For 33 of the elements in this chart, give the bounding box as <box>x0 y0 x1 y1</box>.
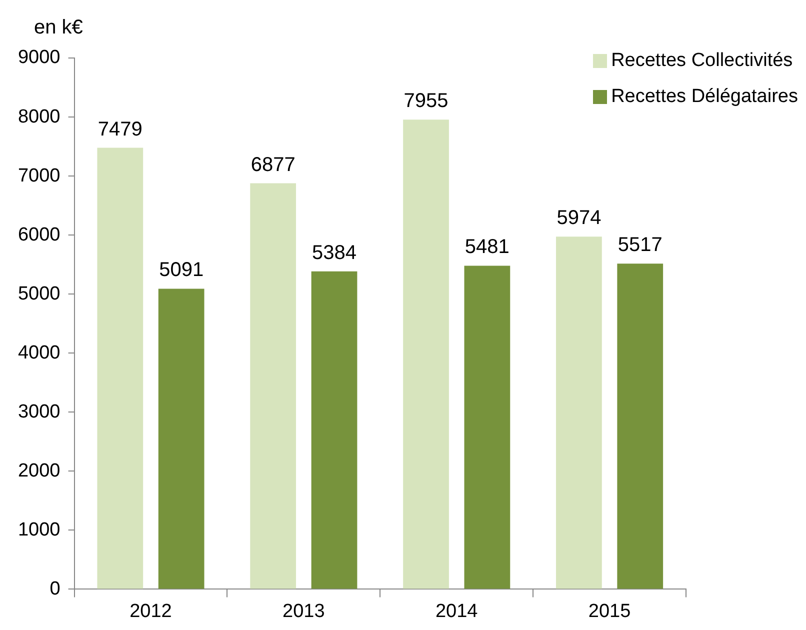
data-label: 5091 <box>159 259 204 282</box>
y-tick-label: 9000 <box>18 47 60 68</box>
legend-label: Recettes Délégataires <box>611 86 798 108</box>
data-label: 6877 <box>250 154 296 176</box>
bar <box>250 183 296 589</box>
y-tick-label: 7000 <box>18 165 60 186</box>
bar <box>617 264 664 589</box>
bar <box>158 288 204 589</box>
x-tick-label: 2014 <box>435 600 478 622</box>
y-tick-label: 1000 <box>18 519 60 540</box>
bar <box>464 266 510 589</box>
y-tick-label: 0 <box>50 578 60 600</box>
data-label: 5384 <box>312 242 357 264</box>
data-label: 5481 <box>464 236 510 258</box>
x-tick-label: 2013 <box>282 600 325 622</box>
y-tick-label: 5000 <box>18 283 60 304</box>
bar <box>311 271 358 589</box>
legend-label: Recettes Collectivités <box>611 50 793 72</box>
bar <box>403 120 449 589</box>
y-axis-title: en k€ <box>34 16 83 39</box>
y-tick-label: 3000 <box>18 401 60 422</box>
x-tick-label: 2015 <box>588 600 631 622</box>
data-label: 7479 <box>98 118 142 140</box>
y-tick-label: 2000 <box>18 460 60 482</box>
y-tick-label: 6000 <box>18 224 60 246</box>
x-tick-label: 2012 <box>130 600 172 622</box>
bar <box>556 236 602 589</box>
y-tick-label: 8000 <box>18 106 60 128</box>
y-tick-label: 4000 <box>18 342 60 364</box>
data-label: 5517 <box>618 234 662 256</box>
bar <box>97 148 144 589</box>
data-label: 5974 <box>556 207 602 230</box>
data-label: 7955 <box>404 90 448 112</box>
